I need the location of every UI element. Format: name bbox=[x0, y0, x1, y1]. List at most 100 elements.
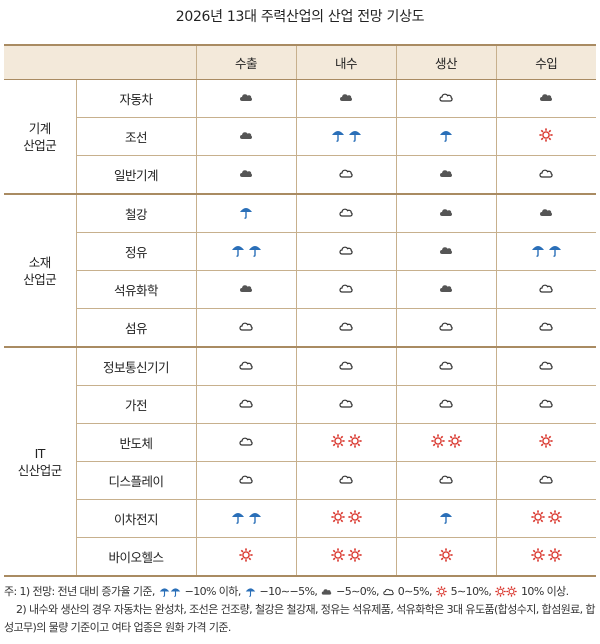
forecast-cell bbox=[396, 270, 497, 309]
forecast-cell bbox=[496, 194, 596, 233]
cloud-outline-icon bbox=[339, 472, 353, 486]
forecast-cell bbox=[196, 117, 297, 156]
cloud-outline-icon bbox=[239, 472, 253, 486]
forecast-cell bbox=[396, 232, 497, 271]
forecast-cell bbox=[496, 117, 596, 156]
forecast-table: 수출 내수 생산 수입 기계 산업군 자동차 조선 일반기계 소재 산업군 철강 정유 석유화학 섬유 IT 신… bbox=[4, 44, 596, 577]
forecast-cell bbox=[496, 155, 596, 195]
forecast-cell bbox=[296, 155, 397, 195]
table-row: 반도체 bbox=[4, 423, 596, 462]
sun-icon bbox=[539, 128, 553, 142]
cloud-outline-icon bbox=[439, 358, 453, 372]
forecast-cell bbox=[296, 461, 397, 500]
group-label-line-1: 소재 bbox=[28, 254, 52, 270]
sun-icon bbox=[347, 510, 362, 524]
industry-name: 정유 bbox=[76, 232, 197, 271]
footnote-1-prefix: 주: 1) 전망: 전년 대비 증가율 기준, bbox=[4, 585, 158, 598]
footnote-1-range-b: −10∼−5%, bbox=[256, 585, 321, 598]
column-header: 생산 bbox=[396, 44, 497, 80]
forecast-cell bbox=[196, 347, 297, 386]
industry-name: 자동차 bbox=[76, 79, 197, 118]
cloud-outline-icon bbox=[239, 358, 253, 372]
cloud-filled-icon bbox=[321, 586, 332, 601]
forecast-cell bbox=[196, 232, 297, 271]
forecast-cell bbox=[296, 232, 397, 271]
cloud-outline-icon bbox=[339, 396, 353, 410]
sun-icon bbox=[439, 548, 453, 562]
cloud-outline-icon bbox=[539, 281, 553, 295]
cloud-outline-icon bbox=[439, 396, 453, 410]
table-row: 일반기계 bbox=[4, 155, 596, 195]
forecast-cell bbox=[496, 232, 596, 271]
forecast-cell bbox=[296, 385, 397, 424]
umbrella-icon bbox=[548, 243, 562, 257]
table-row: 조선 bbox=[4, 117, 596, 156]
forecast-cell bbox=[296, 537, 397, 577]
forecast-cell bbox=[196, 194, 297, 233]
umbrella-icon bbox=[248, 510, 262, 524]
table-row: 디스플레이 bbox=[4, 461, 596, 500]
footnote-2-continued: 성고무)의 물량 기준이고 여타 업종은 원화 가격 기준. bbox=[4, 620, 596, 635]
umbrella-icon bbox=[245, 586, 256, 601]
cloud-filled-icon bbox=[239, 281, 253, 295]
cloud-filled-icon bbox=[439, 281, 453, 295]
industry-name: 정보통신기기 bbox=[76, 347, 197, 386]
cloud-outline-icon bbox=[383, 586, 394, 601]
forecast-cell bbox=[496, 499, 596, 538]
forecast-cell bbox=[296, 194, 397, 233]
column-header: 수출 bbox=[196, 44, 297, 80]
umbrella-icon bbox=[439, 128, 453, 142]
forecast-cell bbox=[196, 155, 297, 195]
footnote-1-range-a: −10% 이하, bbox=[181, 585, 244, 598]
cloud-filled-icon bbox=[439, 205, 453, 219]
forecast-cell bbox=[296, 423, 397, 462]
column-header: 수입 bbox=[496, 44, 596, 80]
header-row: 수출 내수 생산 수입 bbox=[4, 44, 596, 80]
forecast-cell bbox=[496, 79, 596, 118]
table-row: 정유 bbox=[4, 232, 596, 271]
footnote-2-line-2: 성고무)의 물량 기준이고 여타 업종은 원화 가격 기준. bbox=[4, 621, 231, 634]
group-label-line-2: 산업군 bbox=[23, 137, 57, 153]
forecast-cell bbox=[396, 461, 497, 500]
forecast-cell bbox=[196, 385, 297, 424]
cloud-filled-icon bbox=[439, 243, 453, 257]
forecast-cell bbox=[296, 499, 397, 538]
forecast-cell bbox=[196, 270, 297, 309]
footnote-1-range-f: 10% 이상. bbox=[518, 585, 569, 598]
group-label-line-1: IT bbox=[34, 445, 46, 461]
table-row: IT 신산업군 정보통신기기 bbox=[4, 347, 596, 577]
umbrella-icon bbox=[231, 243, 245, 257]
forecast-cell bbox=[296, 347, 397, 386]
group-label-line-1: 기계 bbox=[28, 120, 52, 136]
group-label: 소재 산업군 bbox=[4, 194, 77, 348]
cloud-outline-icon bbox=[439, 319, 453, 333]
sun-icon bbox=[330, 548, 345, 562]
forecast-cell bbox=[396, 308, 497, 348]
cloud-outline-icon bbox=[539, 396, 553, 410]
group-label: 기계 산업군 bbox=[4, 79, 77, 195]
table-row: 가전 bbox=[4, 385, 596, 424]
industry-name: 조선 bbox=[76, 117, 197, 156]
cloud-filled-icon bbox=[239, 90, 253, 104]
cloud-outline-icon bbox=[239, 319, 253, 333]
cloud-outline-icon bbox=[539, 319, 553, 333]
cloud-filled-icon bbox=[439, 166, 453, 180]
page-title: 2026년 13대 주력산업의 산업 전망 기상도 bbox=[175, 9, 425, 25]
cloud-filled-icon bbox=[239, 166, 253, 180]
forecast-cell bbox=[196, 537, 297, 577]
sun-icon bbox=[531, 510, 545, 524]
forecast-cell bbox=[396, 194, 497, 233]
umbrella-icon bbox=[239, 205, 253, 219]
footnote-2-line-1: 2) 내수와 생산의 경우 자동차는 완성차, 조선은 건조량, 철강은 철강재… bbox=[16, 603, 596, 616]
cloud-outline-icon bbox=[339, 205, 353, 219]
industry-name: 석유화학 bbox=[76, 270, 197, 309]
sun-icon bbox=[347, 434, 362, 448]
sun-icon bbox=[548, 548, 562, 562]
forecast-cell bbox=[296, 308, 397, 348]
umbrella-icon bbox=[531, 243, 545, 257]
forecast-cell bbox=[296, 79, 397, 118]
sun-icon bbox=[330, 434, 345, 448]
cloud-filled-icon bbox=[539, 205, 553, 219]
industry-name: 바이오헬스 bbox=[76, 537, 197, 577]
umbrella-icon bbox=[231, 510, 245, 524]
